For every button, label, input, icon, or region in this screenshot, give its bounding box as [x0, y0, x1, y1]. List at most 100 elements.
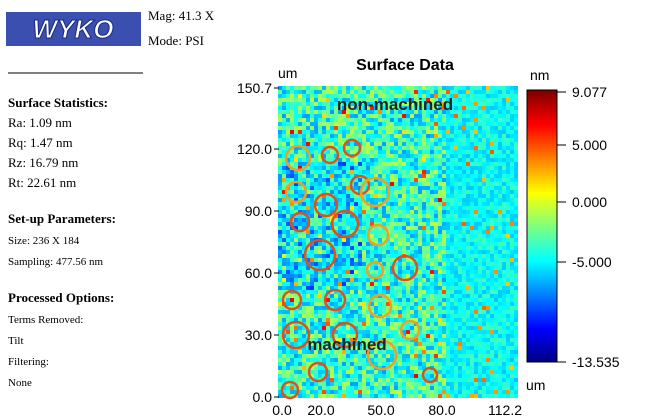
map-cell: [434, 354, 438, 358]
map-cell: [490, 114, 494, 118]
map-cell: [350, 158, 354, 162]
map-cell: [282, 282, 286, 286]
map-cell: [498, 322, 502, 326]
map-cell: [482, 138, 486, 142]
map-cell: [398, 294, 402, 298]
map-cell: [414, 142, 418, 146]
map-cell: [454, 130, 458, 134]
map-cell: [418, 198, 422, 202]
map-cell: [458, 330, 462, 334]
map-cell: [282, 150, 286, 154]
map-cell: [302, 306, 306, 310]
map-cell: [334, 366, 338, 370]
map-cell: [390, 286, 394, 290]
map-cell: [470, 182, 474, 186]
map-cell: [414, 278, 418, 282]
colorbar-band: [527, 288, 557, 290]
colorbar-band: [527, 280, 557, 282]
map-cell: [354, 378, 358, 382]
map-cell: [422, 90, 426, 94]
map-cell: [458, 238, 462, 242]
map-cell: [514, 246, 518, 250]
map-cell: [338, 258, 342, 262]
map-cell: [418, 394, 422, 398]
map-cell: [446, 354, 450, 358]
map-cell: [414, 234, 418, 238]
map-cell: [430, 314, 434, 318]
map-cell: [338, 242, 342, 246]
map-cell: [434, 274, 438, 278]
map-cell: [430, 198, 434, 202]
map-cell: [342, 130, 346, 134]
map-cell: [498, 382, 502, 386]
map-cell: [342, 362, 346, 366]
map-cell: [418, 218, 422, 222]
map-cell: [322, 306, 326, 310]
map-cell: [442, 118, 446, 122]
map-cell: [514, 394, 518, 398]
map-cell: [318, 134, 322, 138]
map-cell: [406, 150, 410, 154]
map-cell: [410, 210, 414, 214]
map-cell: [306, 178, 310, 182]
map-cell: [418, 338, 422, 342]
map-cell: [306, 378, 310, 382]
map-cell: [290, 102, 294, 106]
map-cell: [314, 106, 318, 110]
map-cell: [358, 230, 362, 234]
map-cell: [446, 134, 450, 138]
map-cell: [346, 198, 350, 202]
map-cell: [378, 302, 382, 306]
map-cell: [506, 194, 510, 198]
colorbar-band: [527, 228, 557, 230]
map-cell: [286, 334, 290, 338]
map-cell: [354, 306, 358, 310]
map-cell: [346, 190, 350, 194]
colorbar-band: [527, 196, 557, 198]
map-cell: [378, 118, 382, 122]
map-cell: [462, 106, 466, 110]
map-cell: [374, 246, 378, 250]
map-cell: [498, 330, 502, 334]
map-cell: [406, 326, 410, 330]
map-cell: [398, 262, 402, 266]
map-cell: [442, 190, 446, 194]
map-cell: [282, 350, 286, 354]
map-cell: [486, 226, 490, 230]
map-cell: [382, 174, 386, 178]
map-cell: [362, 258, 366, 262]
map-cell: [514, 290, 518, 294]
map-cell: [426, 386, 430, 390]
map-cell: [410, 142, 414, 146]
map-cell: [414, 210, 418, 214]
map-cell: [306, 394, 310, 398]
map-cell: [318, 130, 322, 134]
map-cell: [290, 194, 294, 198]
map-cell: [430, 298, 434, 302]
x-tick-label: 80.0: [428, 402, 455, 418]
map-cell: [410, 194, 414, 198]
map-cell: [446, 302, 450, 306]
map-cell: [454, 162, 458, 166]
map-cell: [278, 310, 282, 314]
map-cell: [494, 310, 498, 314]
map-cell: [334, 222, 338, 226]
map-cell: [498, 262, 502, 266]
map-cell: [366, 294, 370, 298]
map-cell: [314, 142, 318, 146]
map-cell: [398, 202, 402, 206]
map-cell: [358, 234, 362, 238]
map-cell: [306, 318, 310, 322]
map-cell: [482, 286, 486, 290]
map-cell: [442, 154, 446, 158]
map-cell: [474, 90, 478, 94]
map-cell: [298, 162, 302, 166]
map-cell: [474, 154, 478, 158]
map-cell: [326, 122, 330, 126]
map-cell: [330, 178, 334, 182]
map-cell: [374, 190, 378, 194]
map-cell: [418, 310, 422, 314]
map-cell: [306, 282, 310, 286]
map-cell: [478, 114, 482, 118]
map-cell: [366, 254, 370, 258]
